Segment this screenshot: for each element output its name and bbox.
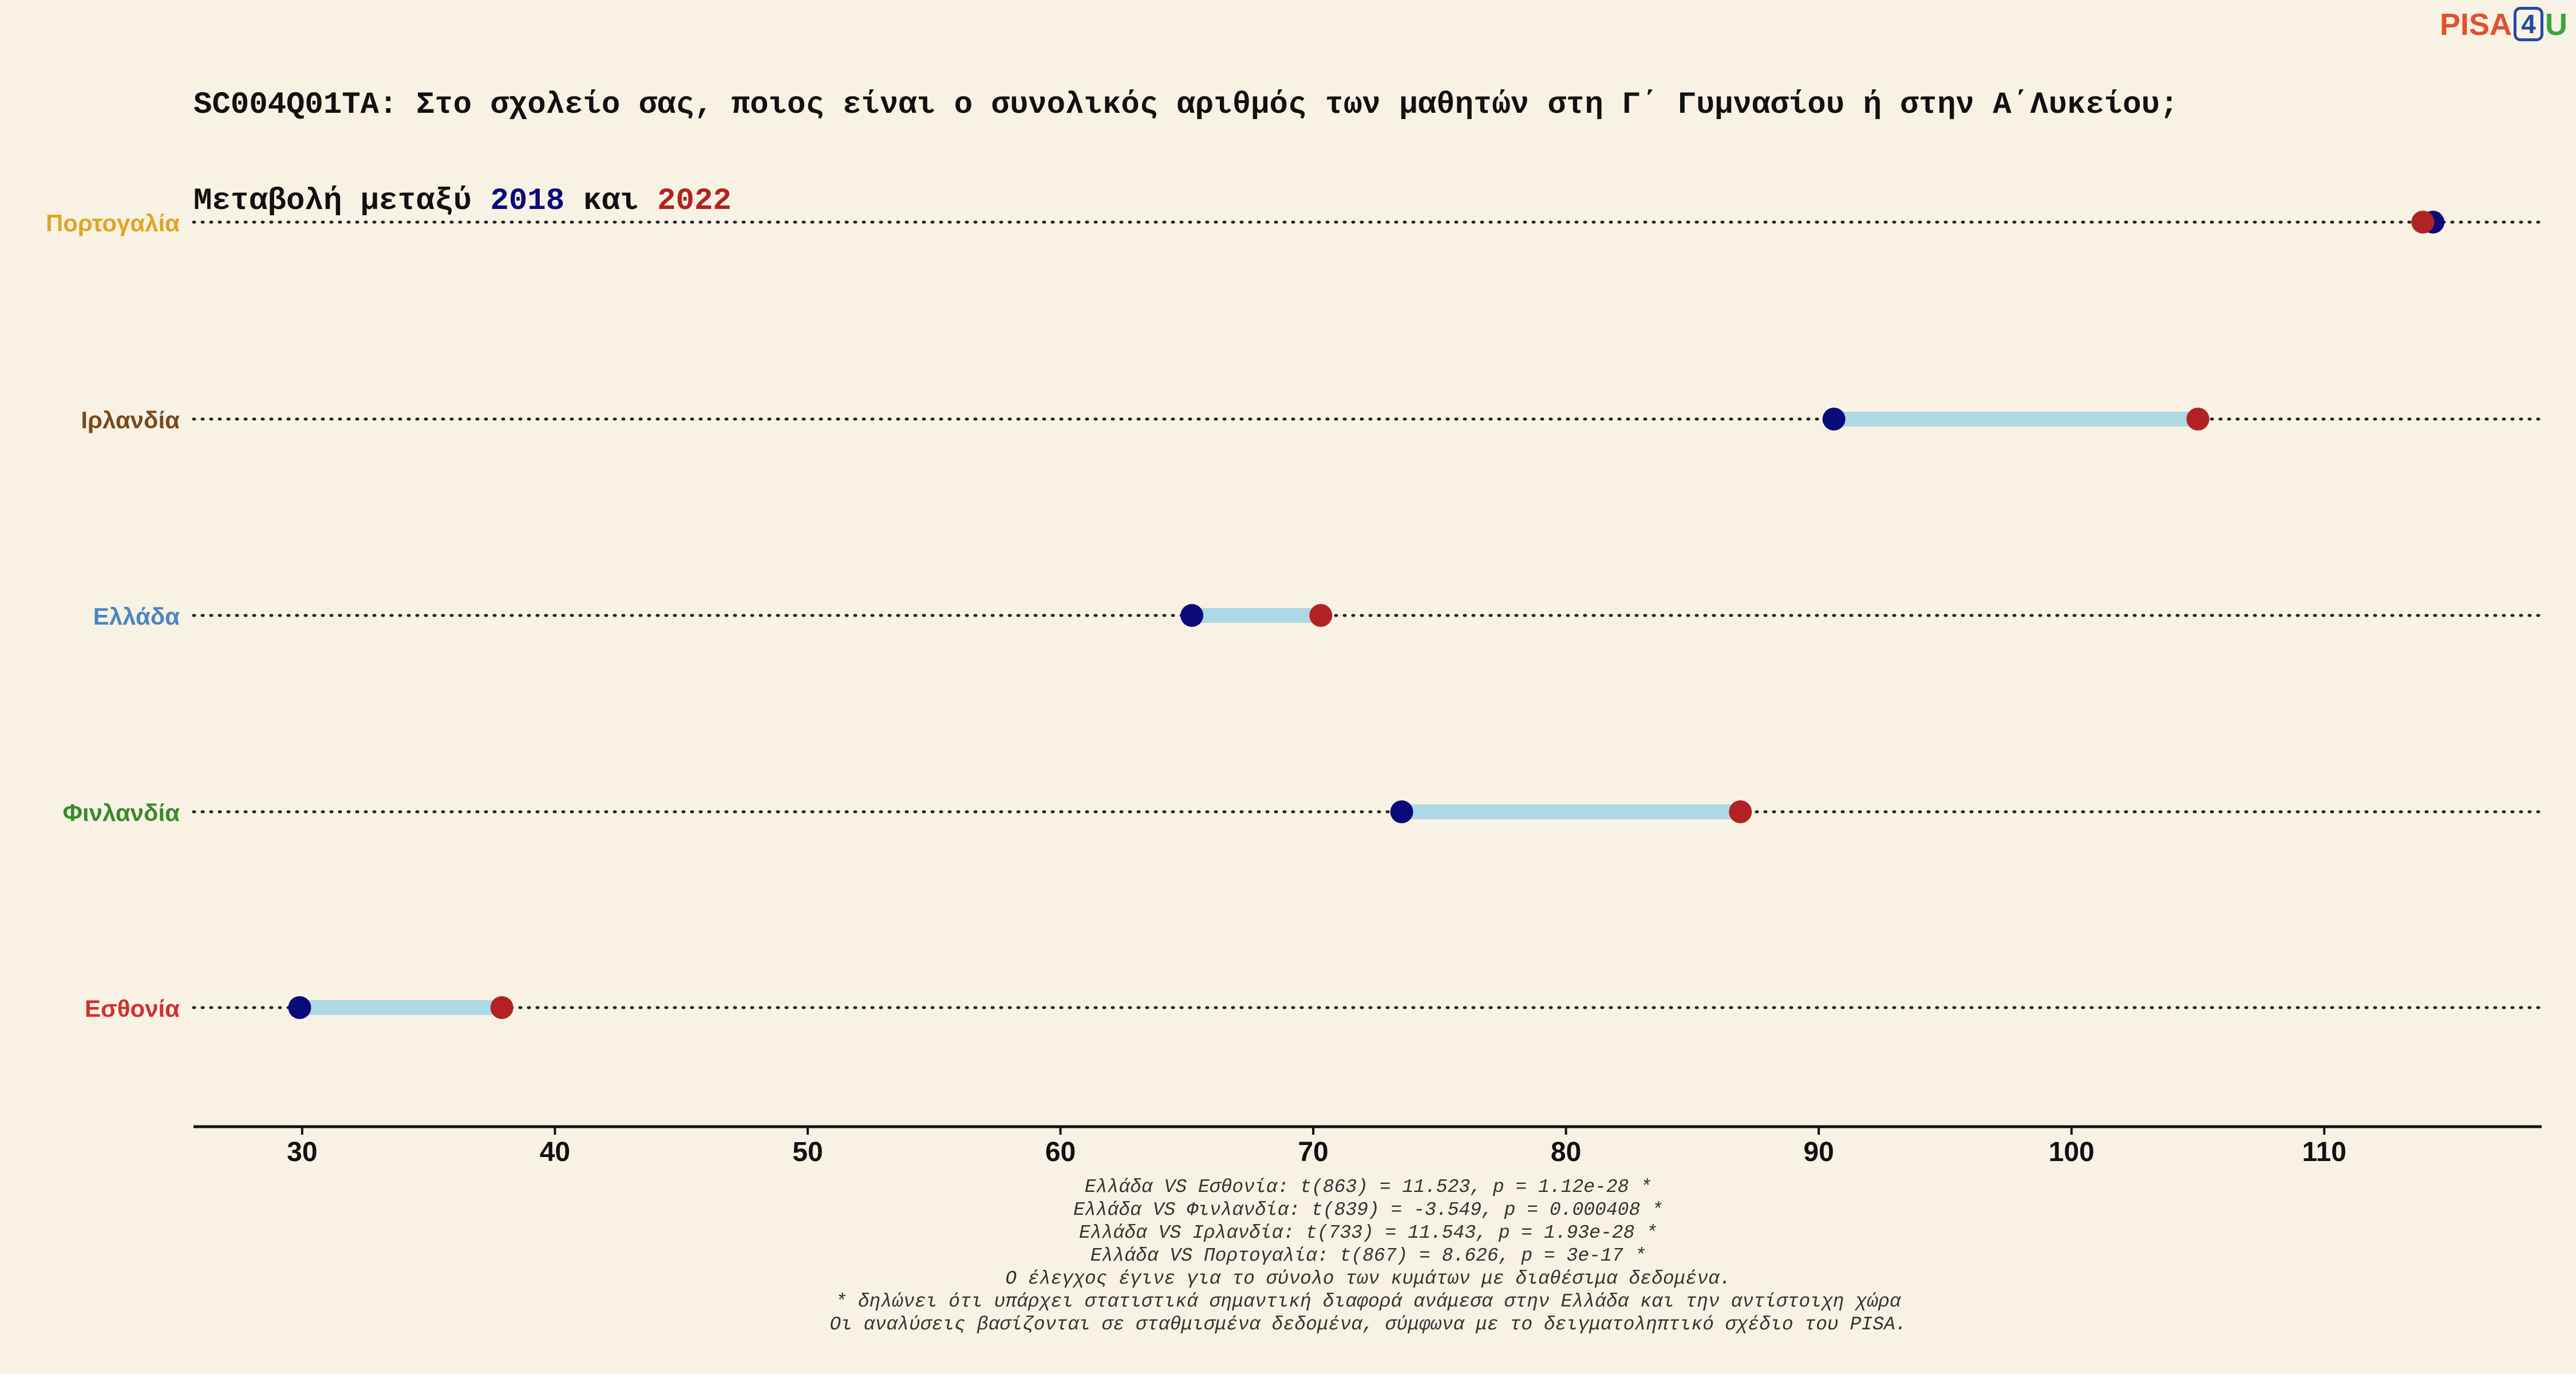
title-line-1: SC004Q01TA: Στο σχολείο σας, ποιος είναι… — [193, 88, 2179, 123]
x-tick-label: 70 — [1298, 1137, 1328, 1167]
point-2022 — [1729, 800, 1752, 823]
point-2022 — [1309, 604, 1333, 627]
point-2022 — [2186, 408, 2210, 431]
title-line-2: Μεταβολή μεταξύ 2018 και 2022 — [193, 185, 2178, 218]
x-tick-label: 50 — [792, 1137, 823, 1167]
dumbbell-chart: Πορτογαλία Ιρλανδία Ελλάδα Φινλανδία Εσθονία… — [46, 210, 2543, 1167]
x-tick-label: 100 — [2049, 1137, 2095, 1167]
footnote-line: * δηλώνει ότι υπάρχει στατιστικά σημαντι… — [835, 1291, 1901, 1312]
footnote-line: Ο έλεγχος έγινε για το σύνολο των κυμάτω… — [1005, 1268, 1731, 1289]
footnote-line: Ελλάδα VS Φινλανδία: t(839) = -3.549, p … — [1073, 1199, 1663, 1221]
footnotes: Ελλάδα VS Εσθονία: t(863) = 11.523, p = … — [0, 1176, 2576, 1336]
logo-text-pisa: PISA — [2440, 7, 2512, 42]
point-2022 — [2411, 211, 2435, 234]
x-tick-label: 110 — [2302, 1137, 2346, 1167]
logo-text-4: 4 — [2514, 7, 2544, 41]
category-label: Ιρλανδία — [81, 406, 180, 433]
category-label: Εσθονία — [85, 995, 180, 1022]
footnote-line: Ελλάδα VS Πορτογαλία: t(867) = 8.626, p … — [1090, 1245, 1646, 1266]
title-year-2018: 2018 — [490, 184, 565, 219]
category-label: Φινλανδία — [63, 799, 180, 826]
point-2022 — [490, 996, 513, 1019]
chart-title: SC004Q01TA: Στο σχολείο σας, ποιος είναι… — [193, 25, 2178, 250]
x-tick-label: 40 — [540, 1137, 570, 1167]
x-tick-label: 60 — [1045, 1137, 1076, 1167]
point-2018 — [1822, 408, 1846, 431]
category-label: Πορτογαλία — [46, 210, 180, 236]
x-tick-label: 90 — [1803, 1137, 1834, 1167]
title-year-2022: 2022 — [657, 184, 732, 219]
pisa4u-logo: PISA 4 U — [2440, 5, 2567, 45]
footnote-line: Ελλάδα VS Εσθονία: t(863) = 11.523, p = … — [1084, 1176, 1652, 1198]
x-tick-label: 30 — [287, 1137, 317, 1167]
x-tick-label: 80 — [1551, 1137, 1581, 1167]
category-label: Ελλάδα — [93, 603, 180, 630]
point-2018 — [1390, 800, 1413, 823]
title-prefix: Μεταβολή μεταξύ — [193, 184, 491, 219]
point-2018 — [288, 996, 311, 1019]
logo-text-u: U — [2545, 7, 2568, 42]
footnote-line: Ελλάδα VS Ιρλανδία: t(733) = 11.543, p =… — [1079, 1222, 1657, 1243]
footnote-line: Οι αναλύσεις βασίζονται σε σταθμισμένα δ… — [829, 1314, 1907, 1335]
title-mid: και — [564, 184, 658, 219]
point-2018 — [1180, 604, 1204, 627]
